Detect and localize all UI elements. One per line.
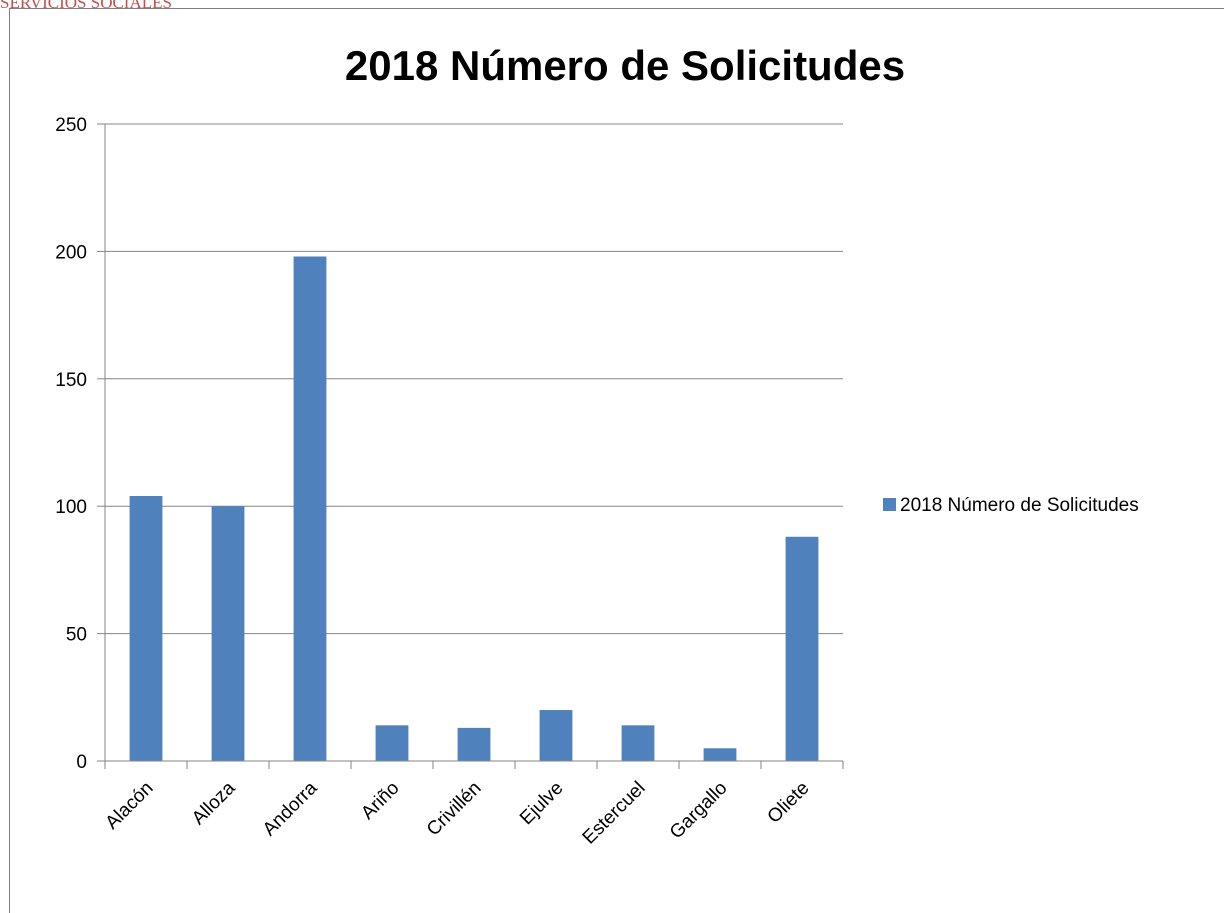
bar-gargallo [703,748,737,761]
bar-alloza [211,506,245,761]
bar-crivillén [457,727,491,761]
legend: 2018 Número de Solicitudes [883,495,1139,516]
x-tick-label: Crivillén [423,778,486,841]
x-tick-label: Andorra [259,777,322,840]
bar-oliete [785,536,819,761]
axes: 0 50 100 150 200 250 Alacón Alloza Andorra Ariño C… [55,115,844,849]
bar-ejulve [539,710,573,761]
chart-frame [9,8,1224,913]
x-tick-label: Ejulve [516,778,567,829]
bars [129,256,819,761]
x-tick-label: Estercuel [579,778,650,849]
bar-estercuel [621,725,655,761]
y-tick-label: 150 [55,370,87,391]
x-tick-label: Ariño [357,778,403,824]
legend-swatch [883,498,896,511]
legend-label: 2018 Número de Solicitudes [900,495,1139,516]
bar-alacón [129,496,163,761]
x-tick-label: Oliete [764,778,814,828]
bar-andorra [293,256,327,761]
y-tick-label: 200 [55,242,87,263]
y-tick-label: 100 [55,497,87,518]
x-tick-label: Alacón [102,778,158,834]
section-header: SERVICIOS SOCIALES [0,0,172,12]
chart-title: 2018 Número de Solicitudes [345,42,905,89]
x-tick-label: Alloza [188,777,240,829]
x-tick-label: Gargallo [666,778,732,844]
bar-ariño [375,725,409,761]
y-tick-label: 50 [66,625,87,646]
y-tick-label: 0 [76,752,87,773]
y-tick-label: 250 [55,115,87,136]
